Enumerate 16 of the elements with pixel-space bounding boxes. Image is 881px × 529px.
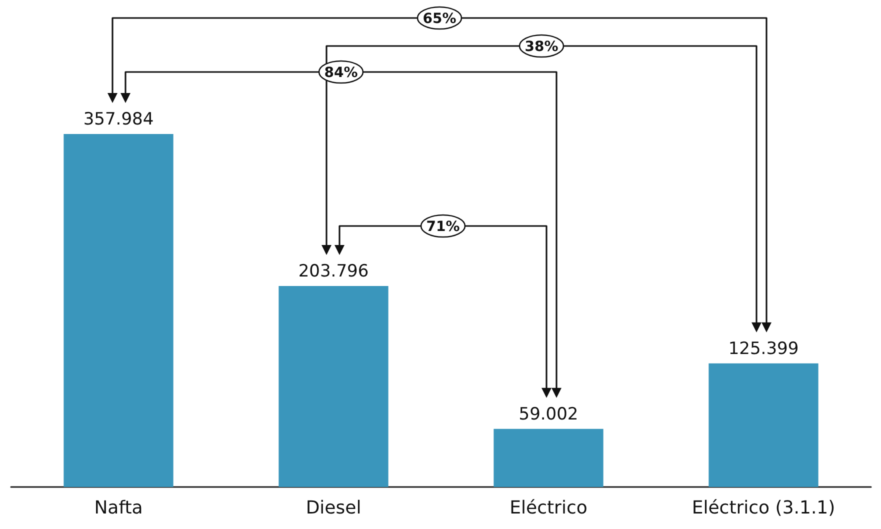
x-tick-label: Diesel: [306, 498, 362, 518]
text: 65%: [422, 11, 456, 27]
x-tick-label: Eléctrico: [510, 498, 588, 518]
annotation: 71%: [426, 219, 460, 235]
bar: [278, 286, 388, 487]
x-tick-label: Eléctrico (3.1.1): [692, 498, 836, 518]
x-tick-label: Nafta: [94, 498, 143, 518]
bar: [64, 134, 174, 487]
bar: [708, 363, 818, 487]
data-label: 125.399: [728, 338, 799, 359]
data-label: 357.984: [83, 110, 154, 130]
bar: [494, 428, 604, 487]
text: 38%: [524, 39, 558, 55]
data-label: 59.002: [518, 404, 578, 424]
text: 84%: [324, 65, 358, 81]
data-label: 203.796: [298, 262, 369, 282]
